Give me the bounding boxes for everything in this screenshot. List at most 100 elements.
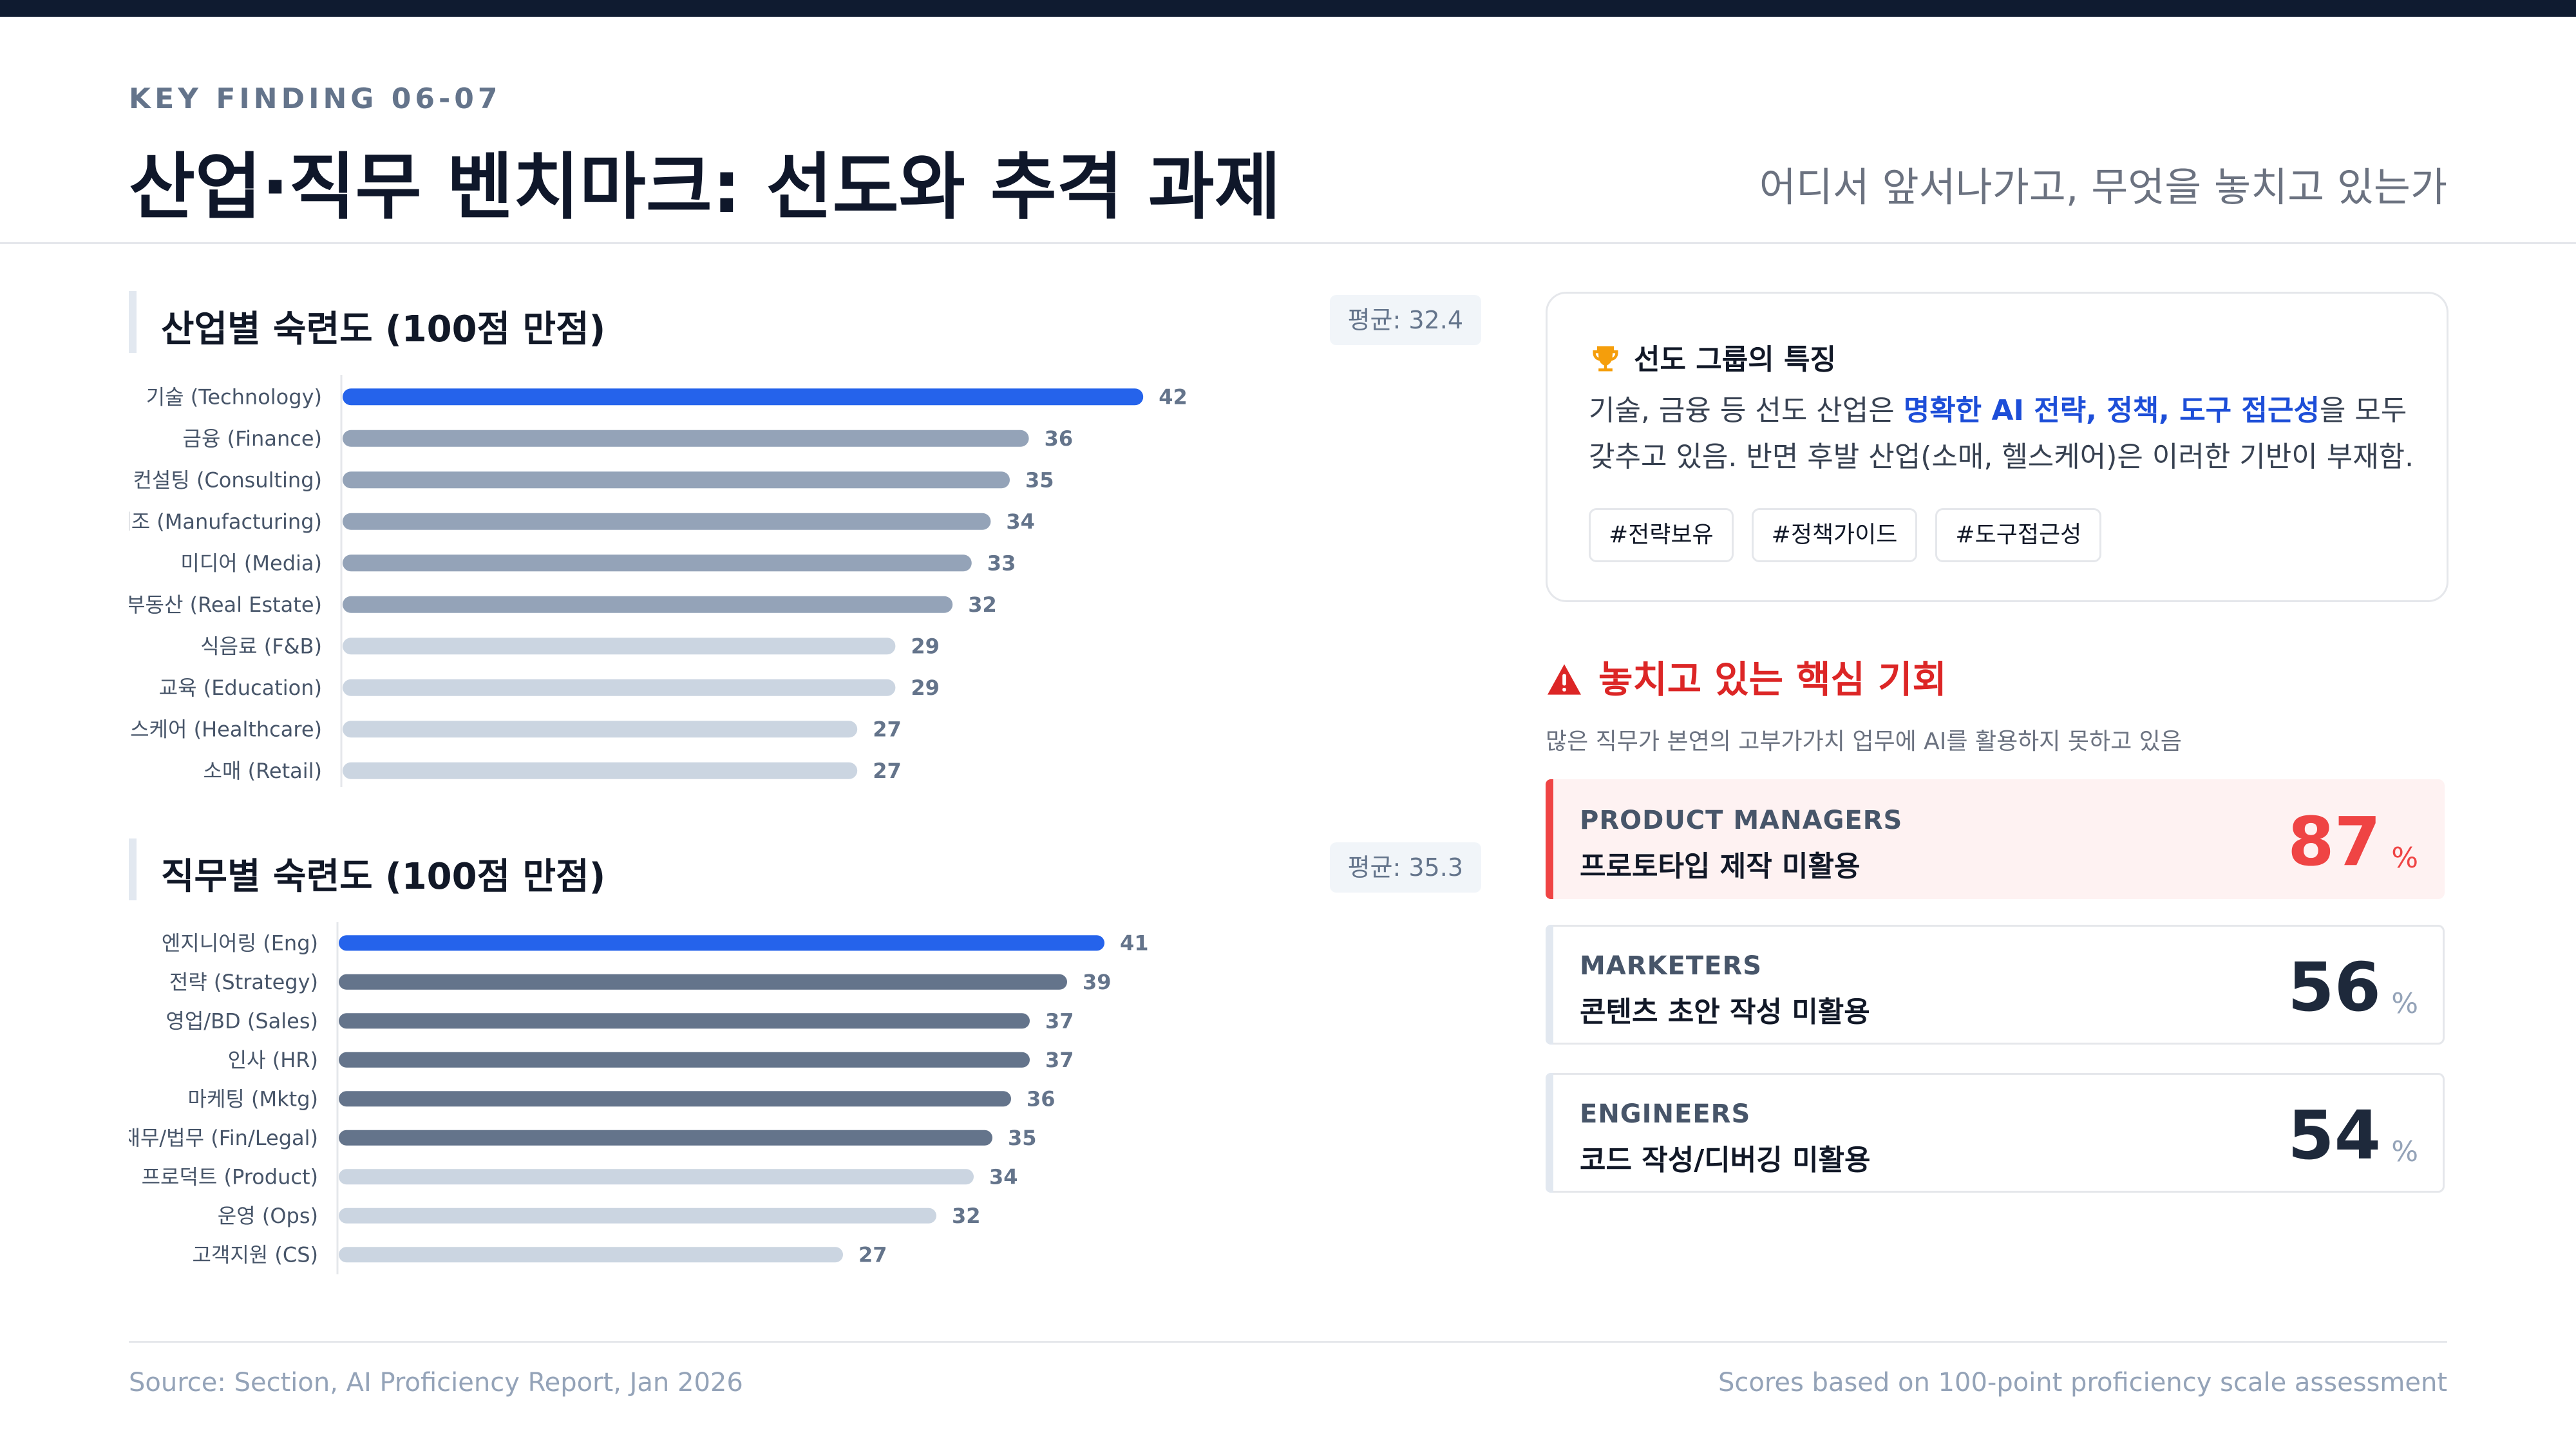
missed-opportunities-title: 놓치고 있는 핵심 기회 [1546,649,1947,703]
tag-tool-access: #도구접근성 [1935,508,2102,562]
opportunity-description: 콘텐츠 초안 작성 미활용 [1580,996,1870,1028]
industry-bar [343,430,1029,447]
opportunity-card-marketers: MARKETERS 콘텐츠 초안 작성 미활용 56 % [1546,925,2445,1045]
industry-category-label: 교육 (Education) [159,676,322,700]
opportunity-value: 56 [2287,948,2381,1027]
industry-category-label: 미디어 (Media) [180,551,322,575]
role-value-label: 34 [989,1164,1018,1189]
opportunity-role: PRODUCT MANAGERS [1580,806,1903,835]
role-category-label: 인사 (HR) [228,1048,318,1072]
footer-note: Scores based on 100-point proficiency sc… [1718,1368,2447,1397]
tag-policy-guide: #정책가이드 [1751,508,1918,562]
role-chart-block: 직무별 숙련도 (100점 만점) 평균: 35.3 엔지니어링 (Eng) 41… [129,838,1481,1289]
role-category-label: 전략 (Strategy) [169,970,318,994]
role-bar [339,1091,1011,1107]
opportunity-card-engineers: ENGINEERS 코드 작성/디버깅 미활용 54 % [1546,1073,2445,1193]
industry-bar [343,762,858,779]
role-value-label: 37 [1045,1048,1074,1072]
role-bar [339,974,1067,990]
industry-chart-header: 산업별 숙련도 (100점 만점) 평균: 32.4 [129,291,1481,353]
role-value-label: 37 [1045,1009,1074,1033]
industry-bar [343,596,953,613]
header-divider [0,242,2576,244]
role-category-label: 고객지원 (CS) [192,1242,318,1267]
industry-category-label: 제조 (Manufacturing) [129,509,322,534]
industry-value-label: 35 [1025,468,1054,492]
opportunity-role: MARKETERS [1580,951,1763,981]
industry-value-label: 36 [1045,426,1074,451]
industry-category-label: 소매 (Retail) [204,759,322,783]
industry-category-label: 컨설팅 (Consulting) [133,468,322,492]
industry-value-label: 42 [1159,384,1188,409]
industry-average-badge: 평균: 32.4 [1329,295,1481,345]
industry-chart-accent [129,291,137,353]
industry-value-label: 29 [911,676,940,700]
top-accent-bar [0,0,2576,17]
industry-value-label: 33 [987,551,1016,575]
opportunity-value: 87 [2287,802,2381,881]
industry-category-label: 기술 (Technology) [146,384,322,409]
industry-category-label: 헬스케어 (Healthcare) [129,717,322,741]
role-category-label: 마케팅 (Mktg) [188,1086,318,1111]
leaders-card-header: 선도 그룹의 특징 [1589,336,1836,377]
missed-opportunities-subtitle: 많은 직무가 본연의 고부가가치 업무에 AI를 활용하지 못하고 있음 [1546,728,2182,755]
role-category-label: 프로덕트 (Product) [142,1164,318,1189]
industry-value-label: 27 [873,759,902,783]
opportunity-role: ENGINEERS [1580,1099,1751,1129]
missed-title-text: 놓치고 있는 핵심 기회 [1598,658,1947,701]
industry-value-label: 27 [873,717,902,741]
role-chart-header: 직무별 숙련도 (100점 만점) 평균: 35.3 [129,838,1481,900]
role-category-label: 운영 (Ops) [218,1204,318,1228]
role-bar [339,1247,843,1263]
kicker: KEY FINDING 06-07 [129,82,502,115]
warning-icon [1548,664,1581,695]
leaders-tags: #전략보유 #정책가이드 #도구접근성 [1589,508,2102,562]
role-category-label: 재무/법무 (Fin/Legal) [129,1126,318,1150]
role-value-label: 36 [1027,1086,1056,1111]
industry-bar [343,638,896,655]
role-value-label: 35 [1008,1126,1037,1150]
industry-category-label: 식음료 (F&B) [200,634,322,658]
industry-category-label: 부동산 (Real Estate) [129,592,322,617]
leaders-card-title: 선도 그룹의 특징 [1634,343,1836,376]
industry-bar [343,388,1144,406]
opportunity-card-product-managers: PRODUCT MANAGERS 프로토타입 제작 미활용 87 % [1546,779,2445,899]
role-value-label: 32 [952,1204,981,1228]
industry-category-label: 금융 (Finance) [183,426,322,451]
industry-bar [343,554,972,572]
industry-value-label: 32 [968,592,997,617]
opportunity-unit: % [2391,987,2418,1020]
leaders-body-pre: 기술, 금융 등 선도 산업은 [1589,394,1904,427]
role-chart-accent [129,838,137,900]
role-category-label: 엔지니어링 (Eng) [162,931,318,955]
industry-value-label: 29 [911,634,940,658]
opportunity-description: 프로토타입 제작 미활용 [1580,850,1861,883]
page-title: 산업·직무 벤치마크: 선도와 추격 과제 [129,146,1281,229]
industry-bar [343,721,858,738]
role-bar [339,1052,1030,1068]
role-bar [339,1208,936,1224]
role-chart-title: 직무별 숙련도 (100점 만점) [161,856,606,898]
role-value-label: 27 [858,1242,887,1267]
role-value-label: 39 [1083,970,1112,994]
opportunity-value: 54 [2287,1096,2381,1175]
leaders-card-body: 기술, 금융 등 선도 산업은 명확한 AI 전략, 정책, 도구 접근성을 모… [1589,388,2420,480]
leaders-card: 선도 그룹의 특징 기술, 금융 등 선도 산업은 명확한 AI 전략, 정책,… [1546,292,2448,602]
industry-value-label: 34 [1006,509,1035,534]
role-bar [339,1130,992,1146]
page-subtitle: 어디서 앞서나가고, 무엇을 놓치고 있는가 [1759,164,2447,211]
footer-divider [129,1341,2447,1343]
role-bar [339,1169,974,1185]
role-average-badge: 평균: 35.3 [1329,842,1481,893]
leaders-body-highlight: 명확한 AI 전략, 정책, 도구 접근성 [1903,394,2320,427]
tag-strategy: #전략보유 [1589,508,1734,562]
industry-chart-title: 산업별 숙련도 (100점 만점) [161,308,606,350]
role-value-label: 41 [1120,931,1149,955]
role-bar [339,1013,1030,1029]
role-category-label: 영업/BD (Sales) [166,1009,318,1033]
role-bar-chart: 엔지니어링 (Eng) 41 전략 (Strategy) 39 영업/BD (Sales… [129,922,1149,1274]
industry-chart-block: 산업별 숙련도 (100점 만점) 평균: 32.4 기술 (Technolog… [129,291,1481,800]
opportunity-description: 코드 작성/디버깅 미활용 [1580,1144,1871,1177]
industry-bar [343,471,1010,489]
footer-source: Source: Section, AI Proficiency Report, … [129,1368,743,1397]
